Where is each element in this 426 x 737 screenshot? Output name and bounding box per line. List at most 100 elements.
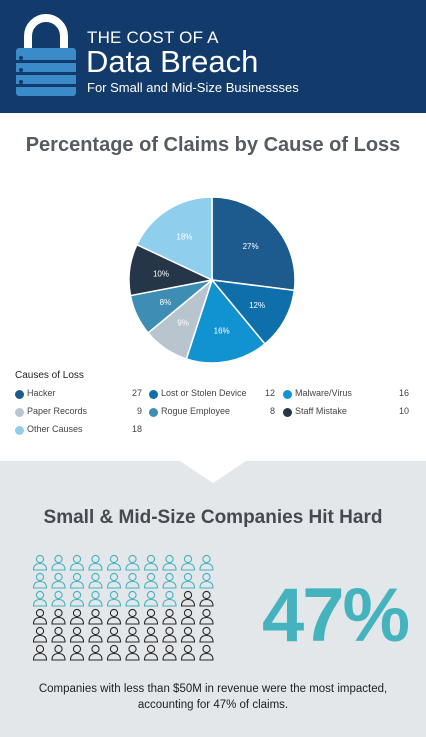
person-icon	[106, 590, 122, 607]
person-icon	[162, 572, 177, 589]
person-icon	[32, 644, 48, 661]
legend-item: Lost or Stolen Device 12	[149, 388, 275, 402]
person-icon	[106, 572, 122, 589]
legend-value: 27	[131, 388, 142, 398]
legend-label: Lost or Stolen Device	[161, 388, 247, 398]
legend-value: 8	[269, 406, 275, 416]
legend-label: Rogue Employee	[161, 406, 231, 416]
pie-slice-hacker	[211, 196, 296, 292]
person-icon	[32, 608, 48, 625]
legend-value: 12	[264, 388, 275, 398]
person-icon	[180, 590, 196, 607]
legend-swatch	[15, 390, 24, 399]
person-icon	[69, 554, 85, 571]
person-icon	[51, 554, 66, 571]
person-icon	[125, 554, 140, 571]
person-icon	[106, 554, 122, 571]
legend-item: Rogue Employee 8	[149, 406, 275, 420]
person-icon	[88, 626, 103, 643]
person-icon	[32, 626, 48, 643]
legend-label: Other Causes	[27, 424, 83, 434]
legend-value: 10	[398, 406, 409, 416]
person-icon	[180, 644, 196, 661]
person-icon	[199, 554, 214, 571]
person-icon	[106, 644, 122, 661]
header-kicker: THE COST OF A	[87, 28, 219, 47]
person-icon	[88, 590, 103, 607]
pie-slice-other-causes	[135, 196, 213, 282]
person-icon	[88, 554, 103, 571]
legend-swatch	[15, 426, 24, 435]
person-icon	[199, 572, 214, 589]
person-icon	[162, 644, 177, 661]
person-icon	[199, 590, 214, 607]
legend-label: Hacker	[27, 388, 56, 398]
percent-figure: 47%	[262, 573, 410, 658]
person-icon	[143, 572, 159, 589]
person-icon	[51, 644, 66, 661]
legend-item: Staff Mistake 10	[283, 406, 409, 420]
legend-item: Paper Records 9	[15, 406, 142, 420]
chart-title: Percentage of Claims by Cause of Loss	[25, 134, 401, 156]
person-icon	[125, 608, 140, 625]
person-icon	[162, 554, 177, 571]
person-icon	[162, 608, 177, 625]
person-icon	[88, 608, 103, 625]
header-title: Data Breach	[86, 44, 259, 79]
person-icon	[143, 608, 159, 625]
legend-item: Other Causes 18	[15, 424, 142, 438]
legend-label: Malware/Virus	[295, 388, 352, 398]
person-icon	[69, 644, 85, 661]
section2-title: Small & Mid-Size Companies Hit Hard	[43, 507, 383, 528]
header-subtitle: For Small and Mid-Size Businessses	[87, 80, 299, 95]
person-icon	[199, 644, 214, 661]
pie-chart: 27% 12% 16% 9% 8% 10% 18%	[128, 196, 296, 364]
legend-label: Paper Records	[27, 406, 88, 416]
person-icon	[199, 626, 214, 643]
person-icon	[32, 554, 48, 571]
legend-swatch	[283, 408, 292, 417]
person-icon	[143, 644, 159, 661]
pie-slice-label: 8%	[160, 298, 172, 307]
person-icon	[125, 572, 140, 589]
person-icon	[143, 626, 159, 643]
person-icon	[32, 590, 48, 607]
person-icon	[51, 572, 66, 589]
pie-slice-label: 27%	[243, 242, 259, 251]
person-icon	[69, 608, 85, 625]
person-icon	[69, 590, 85, 607]
person-icon	[51, 626, 66, 643]
person-icon	[125, 644, 140, 661]
people-grid	[32, 554, 214, 661]
person-icon	[106, 626, 122, 643]
person-icon	[69, 572, 85, 589]
section2-description: Companies with less than $50M in revenue…	[38, 683, 388, 711]
legend-value: 9	[136, 406, 142, 416]
person-icon	[180, 554, 196, 571]
pie-slice-label: 12%	[249, 301, 265, 310]
person-icon	[88, 572, 103, 589]
padlock-icon	[16, 14, 76, 96]
person-icon	[199, 608, 214, 625]
legend-value: 16	[398, 388, 409, 398]
person-icon	[162, 626, 177, 643]
pie-slice-label: 18%	[176, 233, 192, 242]
person-icon	[32, 572, 48, 589]
person-icon	[180, 608, 196, 625]
person-icon	[162, 590, 177, 607]
person-icon	[51, 590, 66, 607]
person-icon	[88, 644, 103, 661]
person-icon	[180, 626, 196, 643]
legend-label: Staff Mistake	[295, 406, 347, 416]
legend-swatch	[15, 408, 24, 417]
legend-swatch	[149, 390, 158, 399]
section-notch	[0, 461, 426, 483]
person-icon	[106, 608, 122, 625]
pie-slice-label: 16%	[214, 327, 230, 336]
legend-swatch	[149, 408, 158, 417]
person-icon	[51, 608, 66, 625]
legend-title: Causes of Loss	[15, 370, 84, 381]
legend-item: Malware/Virus 16	[283, 388, 409, 402]
person-icon	[143, 554, 159, 571]
companies-section	[0, 461, 426, 737]
